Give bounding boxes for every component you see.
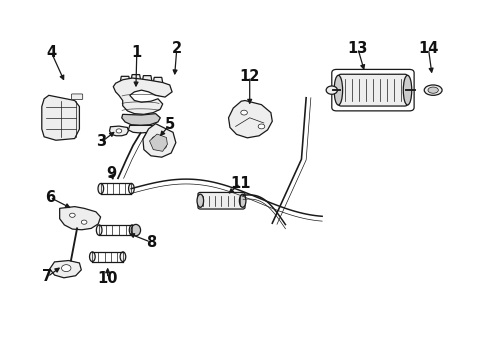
Polygon shape bbox=[152, 77, 164, 88]
Ellipse shape bbox=[428, 87, 439, 93]
Circle shape bbox=[116, 129, 122, 133]
FancyBboxPatch shape bbox=[339, 74, 408, 106]
Ellipse shape bbox=[239, 194, 246, 207]
Polygon shape bbox=[42, 95, 79, 140]
Circle shape bbox=[258, 124, 265, 129]
Circle shape bbox=[62, 265, 71, 271]
Polygon shape bbox=[128, 125, 155, 133]
Text: 1: 1 bbox=[132, 45, 142, 60]
Ellipse shape bbox=[334, 75, 343, 105]
Circle shape bbox=[122, 81, 127, 84]
Text: 4: 4 bbox=[46, 45, 56, 60]
Text: 14: 14 bbox=[418, 41, 439, 56]
Ellipse shape bbox=[129, 225, 135, 235]
Polygon shape bbox=[110, 126, 128, 136]
Circle shape bbox=[159, 143, 167, 149]
Ellipse shape bbox=[128, 184, 134, 194]
Text: 2: 2 bbox=[172, 41, 182, 56]
Text: 5: 5 bbox=[165, 117, 175, 132]
Polygon shape bbox=[143, 124, 176, 157]
Ellipse shape bbox=[197, 194, 204, 207]
Ellipse shape bbox=[90, 252, 95, 262]
Ellipse shape bbox=[403, 75, 412, 105]
Ellipse shape bbox=[98, 184, 104, 194]
Text: 3: 3 bbox=[97, 135, 107, 149]
Text: 6: 6 bbox=[45, 190, 55, 205]
Circle shape bbox=[152, 136, 159, 142]
FancyBboxPatch shape bbox=[198, 193, 245, 209]
Circle shape bbox=[156, 82, 160, 85]
Circle shape bbox=[81, 220, 87, 224]
Text: 8: 8 bbox=[146, 235, 156, 250]
Polygon shape bbox=[142, 76, 153, 86]
Text: 11: 11 bbox=[230, 176, 250, 191]
Polygon shape bbox=[228, 100, 272, 138]
Polygon shape bbox=[130, 75, 142, 85]
FancyBboxPatch shape bbox=[72, 94, 83, 99]
Polygon shape bbox=[120, 76, 131, 87]
Circle shape bbox=[133, 79, 138, 82]
Ellipse shape bbox=[97, 225, 102, 235]
Ellipse shape bbox=[424, 85, 442, 95]
Text: 13: 13 bbox=[348, 41, 368, 56]
Text: 9: 9 bbox=[106, 166, 116, 181]
Polygon shape bbox=[122, 114, 160, 125]
Polygon shape bbox=[149, 134, 168, 151]
Circle shape bbox=[70, 213, 75, 217]
Polygon shape bbox=[60, 207, 100, 230]
Text: 10: 10 bbox=[98, 271, 118, 286]
Text: 12: 12 bbox=[240, 69, 260, 84]
Polygon shape bbox=[113, 78, 172, 114]
Circle shape bbox=[326, 86, 338, 94]
Circle shape bbox=[241, 110, 247, 115]
Polygon shape bbox=[50, 261, 81, 278]
Text: 7: 7 bbox=[42, 269, 52, 284]
Circle shape bbox=[145, 80, 149, 84]
Ellipse shape bbox=[120, 252, 126, 262]
Ellipse shape bbox=[131, 224, 141, 236]
